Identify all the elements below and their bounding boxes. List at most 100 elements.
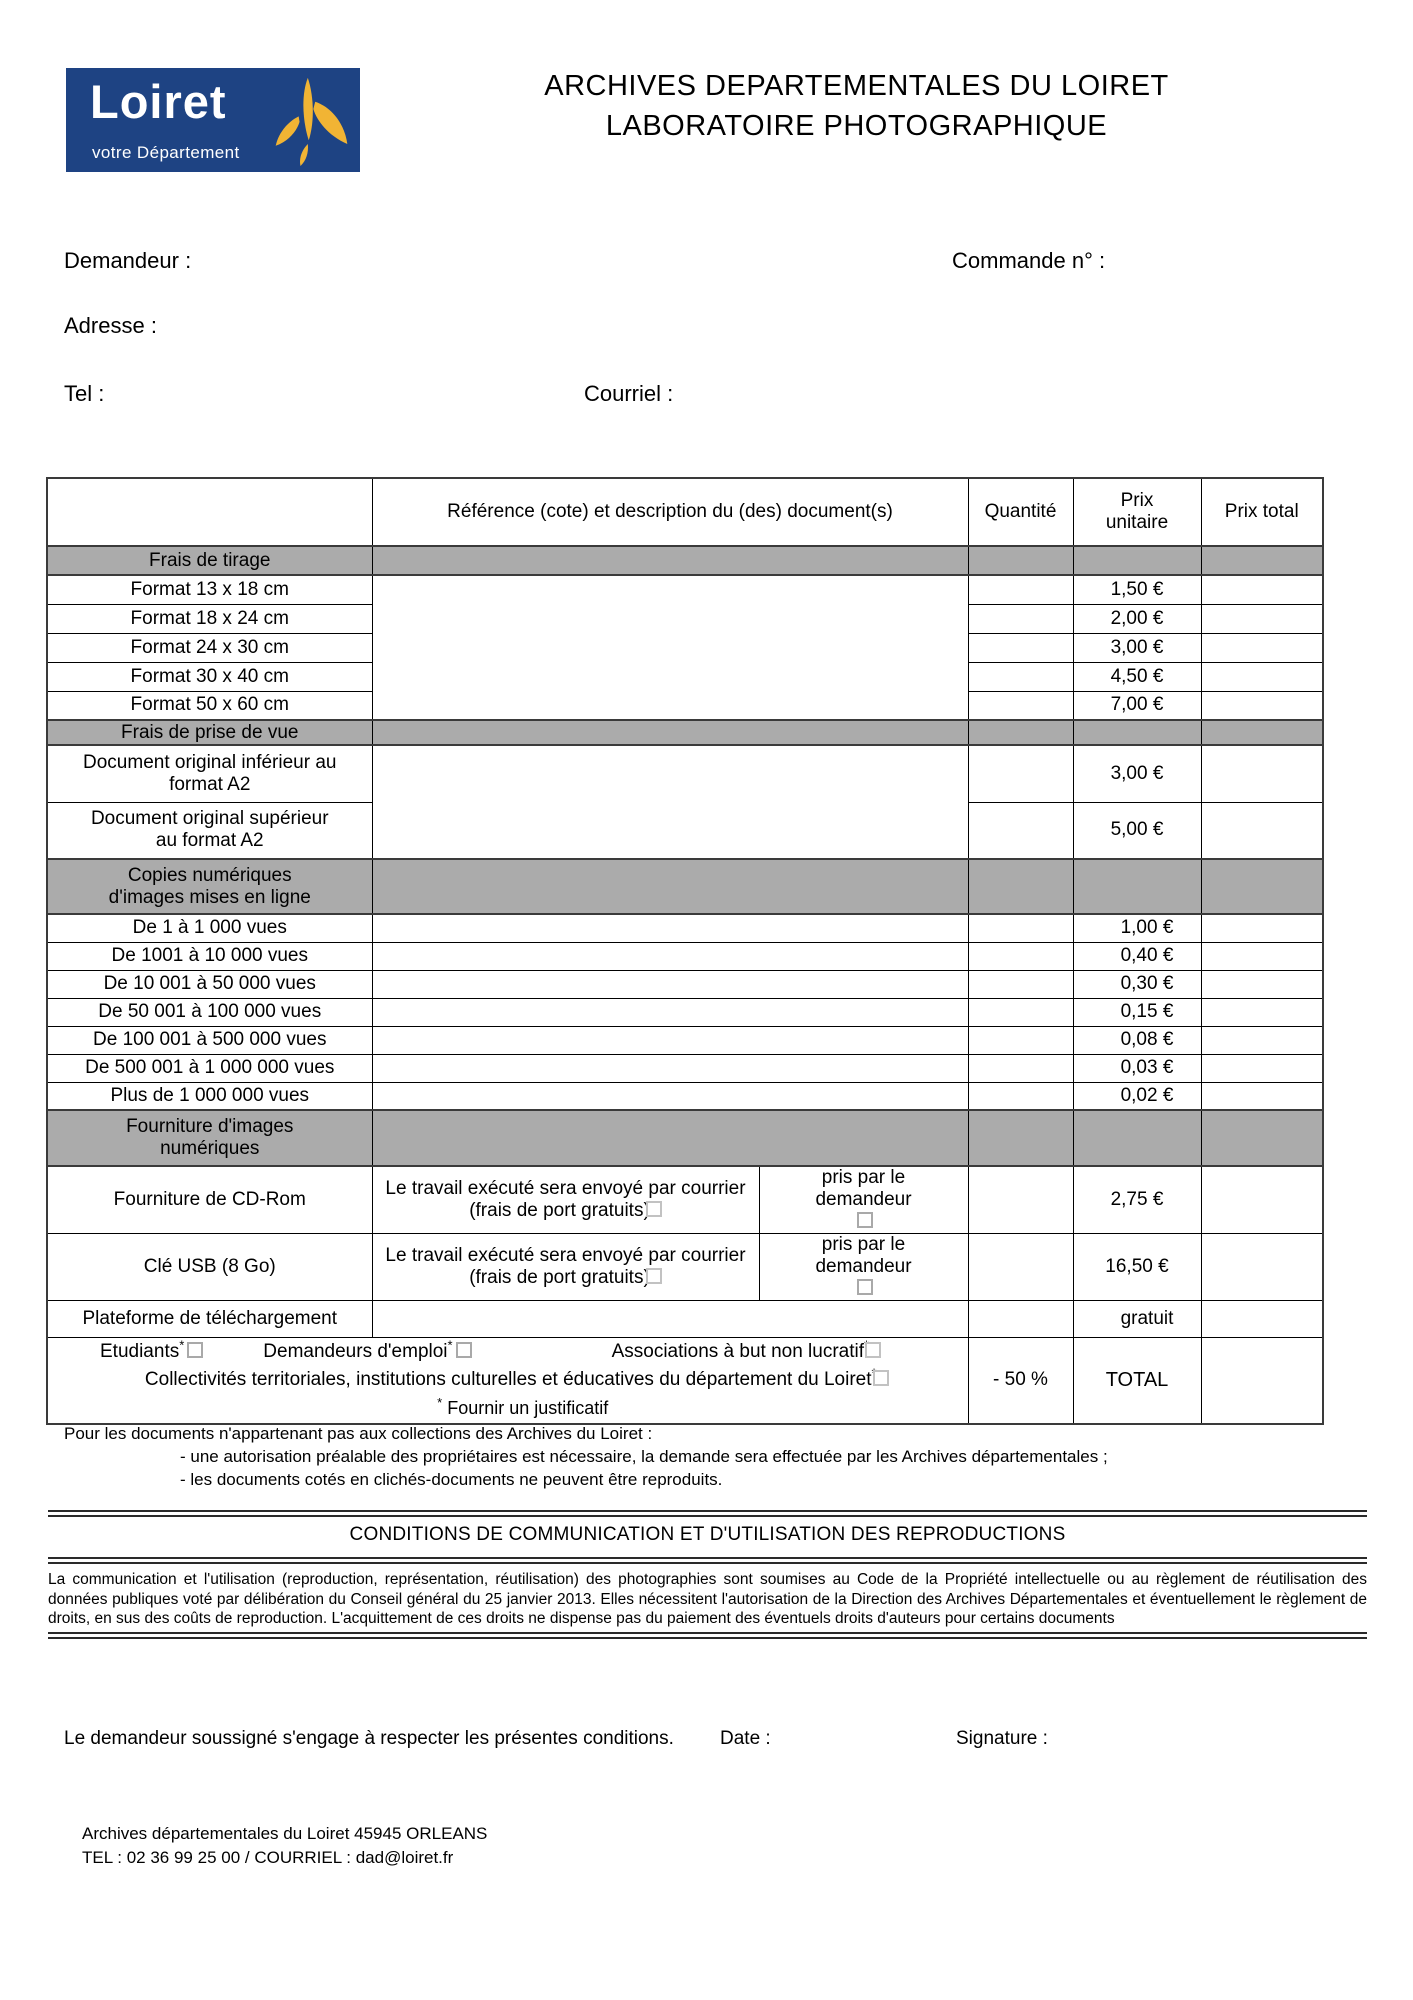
option-collectivites: Collectivités territoriales, institution… xyxy=(52,1366,964,1394)
prix-total-cell[interactable] xyxy=(1200,913,1324,943)
total-value-cell[interactable] xyxy=(1200,1337,1324,1424)
associations-checkbox[interactable] xyxy=(865,1342,882,1359)
prix-unitaire-cell: 16,50 € xyxy=(1072,1233,1202,1301)
prix-total-cell[interactable] xyxy=(1200,1025,1324,1055)
section-filler xyxy=(967,858,1074,915)
prix-unitaire-cell: 7,00 € xyxy=(1072,690,1202,721)
conditions-title: CONDITIONS DE COMMUNICATION ET D'UTILISA… xyxy=(349,1524,1066,1545)
reference-input-area[interactable] xyxy=(371,913,969,943)
prix-total-cell[interactable] xyxy=(1200,1081,1324,1111)
prix-unitaire-cell: 3,00 € xyxy=(1072,632,1202,663)
quantite-cell[interactable] xyxy=(967,1025,1074,1055)
row-label: Format 13 x 18 cm xyxy=(46,574,373,605)
prix-total-cell[interactable] xyxy=(1200,744,1324,803)
signature-line: Le demandeur soussigné s'engage à respec… xyxy=(64,1728,1364,1750)
footer-phone-email: TEL : 02 36 99 25 00 / COURRIEL : dad@lo… xyxy=(82,1848,454,1867)
section-filler xyxy=(1200,858,1324,915)
logo-name: Loiret xyxy=(90,75,227,128)
row-label: Clé USB (8 Go) xyxy=(46,1233,373,1301)
table-row: De 50 001 à 100 000 vues 0,15 € xyxy=(46,997,1324,1027)
prix-total-cell[interactable] xyxy=(1200,690,1324,721)
prix-total-cell[interactable] xyxy=(1200,632,1324,663)
envoi-checkbox[interactable] xyxy=(645,1268,662,1284)
row-label: Document original supérieur au format A2 xyxy=(46,801,373,860)
row-label: Format 50 x 60 cm xyxy=(46,690,373,721)
row-label: Plus de 1 000 000 vues xyxy=(46,1081,373,1111)
section-title: Frais de tirage xyxy=(46,545,373,576)
option-demandeurs-emploi: Demandeurs d'emploi* xyxy=(263,1338,472,1366)
quantite-cell[interactable] xyxy=(967,913,1074,943)
prix-total-cell[interactable] xyxy=(1200,603,1324,634)
demandeurs-emploi-checkbox[interactable] xyxy=(455,1342,472,1359)
quantite-cell[interactable] xyxy=(967,801,1074,860)
double-rule xyxy=(48,1557,1367,1564)
prix-unitaire-cell: 2,00 € xyxy=(1072,603,1202,634)
prix-total-cell[interactable] xyxy=(1200,574,1324,605)
prix-total-cell[interactable] xyxy=(1200,1165,1324,1234)
table-row: Document original inférieur au format A2… xyxy=(46,744,1324,860)
tel-label: Tel : xyxy=(64,381,105,406)
collectivites-checkbox[interactable] xyxy=(872,1370,889,1387)
justificatif-note: * Fournir un justificatif xyxy=(437,1395,609,1419)
prix-total-cell[interactable] xyxy=(1200,1053,1324,1083)
reference-input-area[interactable] xyxy=(371,1025,969,1055)
reference-input-area[interactable] xyxy=(371,941,969,971)
prix-total-cell[interactable] xyxy=(1200,801,1324,860)
table-row-usb: Clé USB (8 Go) Le travail exécuté sera e… xyxy=(46,1233,1324,1301)
prix-total-cell[interactable] xyxy=(1200,1233,1324,1301)
prix-unitaire-cell: 5,00 € xyxy=(1072,801,1202,860)
envoi-checkbox[interactable] xyxy=(645,1201,662,1217)
loiret-logo: Loiret votre Département xyxy=(66,68,360,172)
quantite-cell[interactable] xyxy=(967,1081,1074,1111)
section-filler xyxy=(1200,545,1324,576)
prix-total-cell[interactable] xyxy=(1200,661,1324,692)
section-filler xyxy=(1072,719,1202,746)
prix-total-cell[interactable] xyxy=(1200,969,1324,999)
prix-total-cell[interactable] xyxy=(1200,941,1324,971)
quantite-cell[interactable] xyxy=(967,997,1074,1027)
reference-input-area[interactable] xyxy=(371,1081,969,1111)
prix-unitaire-cell: 1,00 € xyxy=(1072,913,1202,943)
retrait-checkbox[interactable] xyxy=(857,1279,873,1295)
header-prix-total: Prix total xyxy=(1200,477,1324,547)
notes-intro: Pour les documents n'appartenant pas aux… xyxy=(64,1424,653,1443)
adresse-label: Adresse : xyxy=(64,313,157,338)
section-row-prise-de-vue: Frais de prise de vue xyxy=(46,719,1324,746)
quantite-cell[interactable] xyxy=(967,661,1074,692)
table-row: De 1001 à 10 000 vues 0,40 € xyxy=(46,941,1324,971)
signature-label: Signature : xyxy=(956,1728,1048,1749)
section-filler xyxy=(1072,1109,1202,1167)
section-filler xyxy=(1072,545,1202,576)
reference-input-area[interactable] xyxy=(371,574,969,721)
quantite-cell[interactable] xyxy=(967,941,1074,971)
retrait-checkbox[interactable] xyxy=(857,1212,873,1228)
reference-input-area[interactable] xyxy=(371,744,969,860)
row-label: De 10 001 à 50 000 vues xyxy=(46,969,373,999)
quantite-cell[interactable] xyxy=(967,969,1074,999)
option-etudiants: Etudiants* xyxy=(100,1338,204,1366)
reference-input-area[interactable] xyxy=(371,1300,969,1338)
section-filler xyxy=(967,545,1074,576)
quantite-cell[interactable] xyxy=(967,690,1074,721)
header-quantite: Quantité xyxy=(967,477,1074,547)
section-filler xyxy=(371,719,969,746)
prix-unitaire-cell: 0,03 € xyxy=(1072,1053,1202,1083)
document-title: ARCHIVES DEPARTEMENTALES DU LOIRET LABOR… xyxy=(350,66,1363,146)
quantite-cell[interactable] xyxy=(967,1233,1074,1301)
etudiants-checkbox[interactable] xyxy=(187,1342,204,1359)
prix-total-cell[interactable] xyxy=(1200,997,1324,1027)
quantite-cell[interactable] xyxy=(967,1165,1074,1234)
quantite-cell[interactable] xyxy=(967,1300,1074,1338)
reference-input-area[interactable] xyxy=(371,1053,969,1083)
quantite-cell[interactable] xyxy=(967,603,1074,634)
reference-input-area[interactable] xyxy=(371,969,969,999)
table-row: Plus de 1 000 000 vues 0,02 € xyxy=(46,1081,1324,1111)
quantite-cell[interactable] xyxy=(967,1053,1074,1083)
reference-input-area[interactable] xyxy=(371,997,969,1027)
prix-total-cell[interactable] xyxy=(1200,1300,1324,1338)
quantite-cell[interactable] xyxy=(967,574,1074,605)
quantite-cell[interactable] xyxy=(967,744,1074,803)
quantite-cell[interactable] xyxy=(967,632,1074,663)
prix-unitaire-cell: gratuit xyxy=(1072,1300,1202,1338)
